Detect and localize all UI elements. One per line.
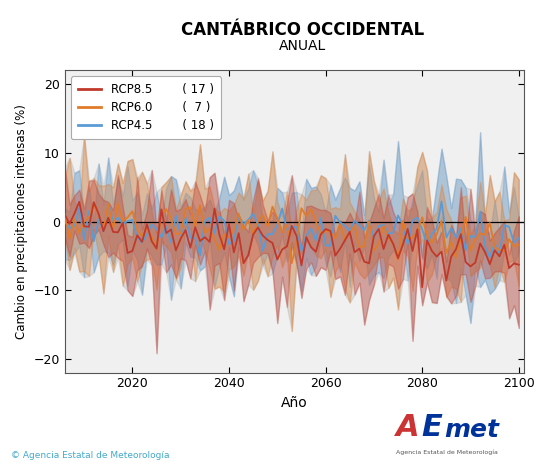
Text: ANUAL: ANUAL xyxy=(279,39,326,53)
Legend: RCP8.5        ( 17 ), RCP6.0        (  7 ), RCP4.5        ( 18 ): RCP8.5 ( 17 ), RCP6.0 ( 7 ), RCP4.5 ( 18… xyxy=(71,76,221,139)
Text: A: A xyxy=(396,413,420,443)
Text: E: E xyxy=(422,413,443,443)
Text: © Agencia Estatal de Meteorología: © Agencia Estatal de Meteorología xyxy=(11,451,169,460)
Text: Agencia Estatal de Meteorología: Agencia Estatal de Meteorología xyxy=(396,450,498,456)
Text: CANTÁBRICO OCCIDENTAL: CANTÁBRICO OCCIDENTAL xyxy=(181,21,424,39)
Y-axis label: Cambio en precipitaciones intensas (%): Cambio en precipitaciones intensas (%) xyxy=(15,104,28,339)
X-axis label: Año: Año xyxy=(281,396,307,410)
Text: met: met xyxy=(444,419,499,443)
